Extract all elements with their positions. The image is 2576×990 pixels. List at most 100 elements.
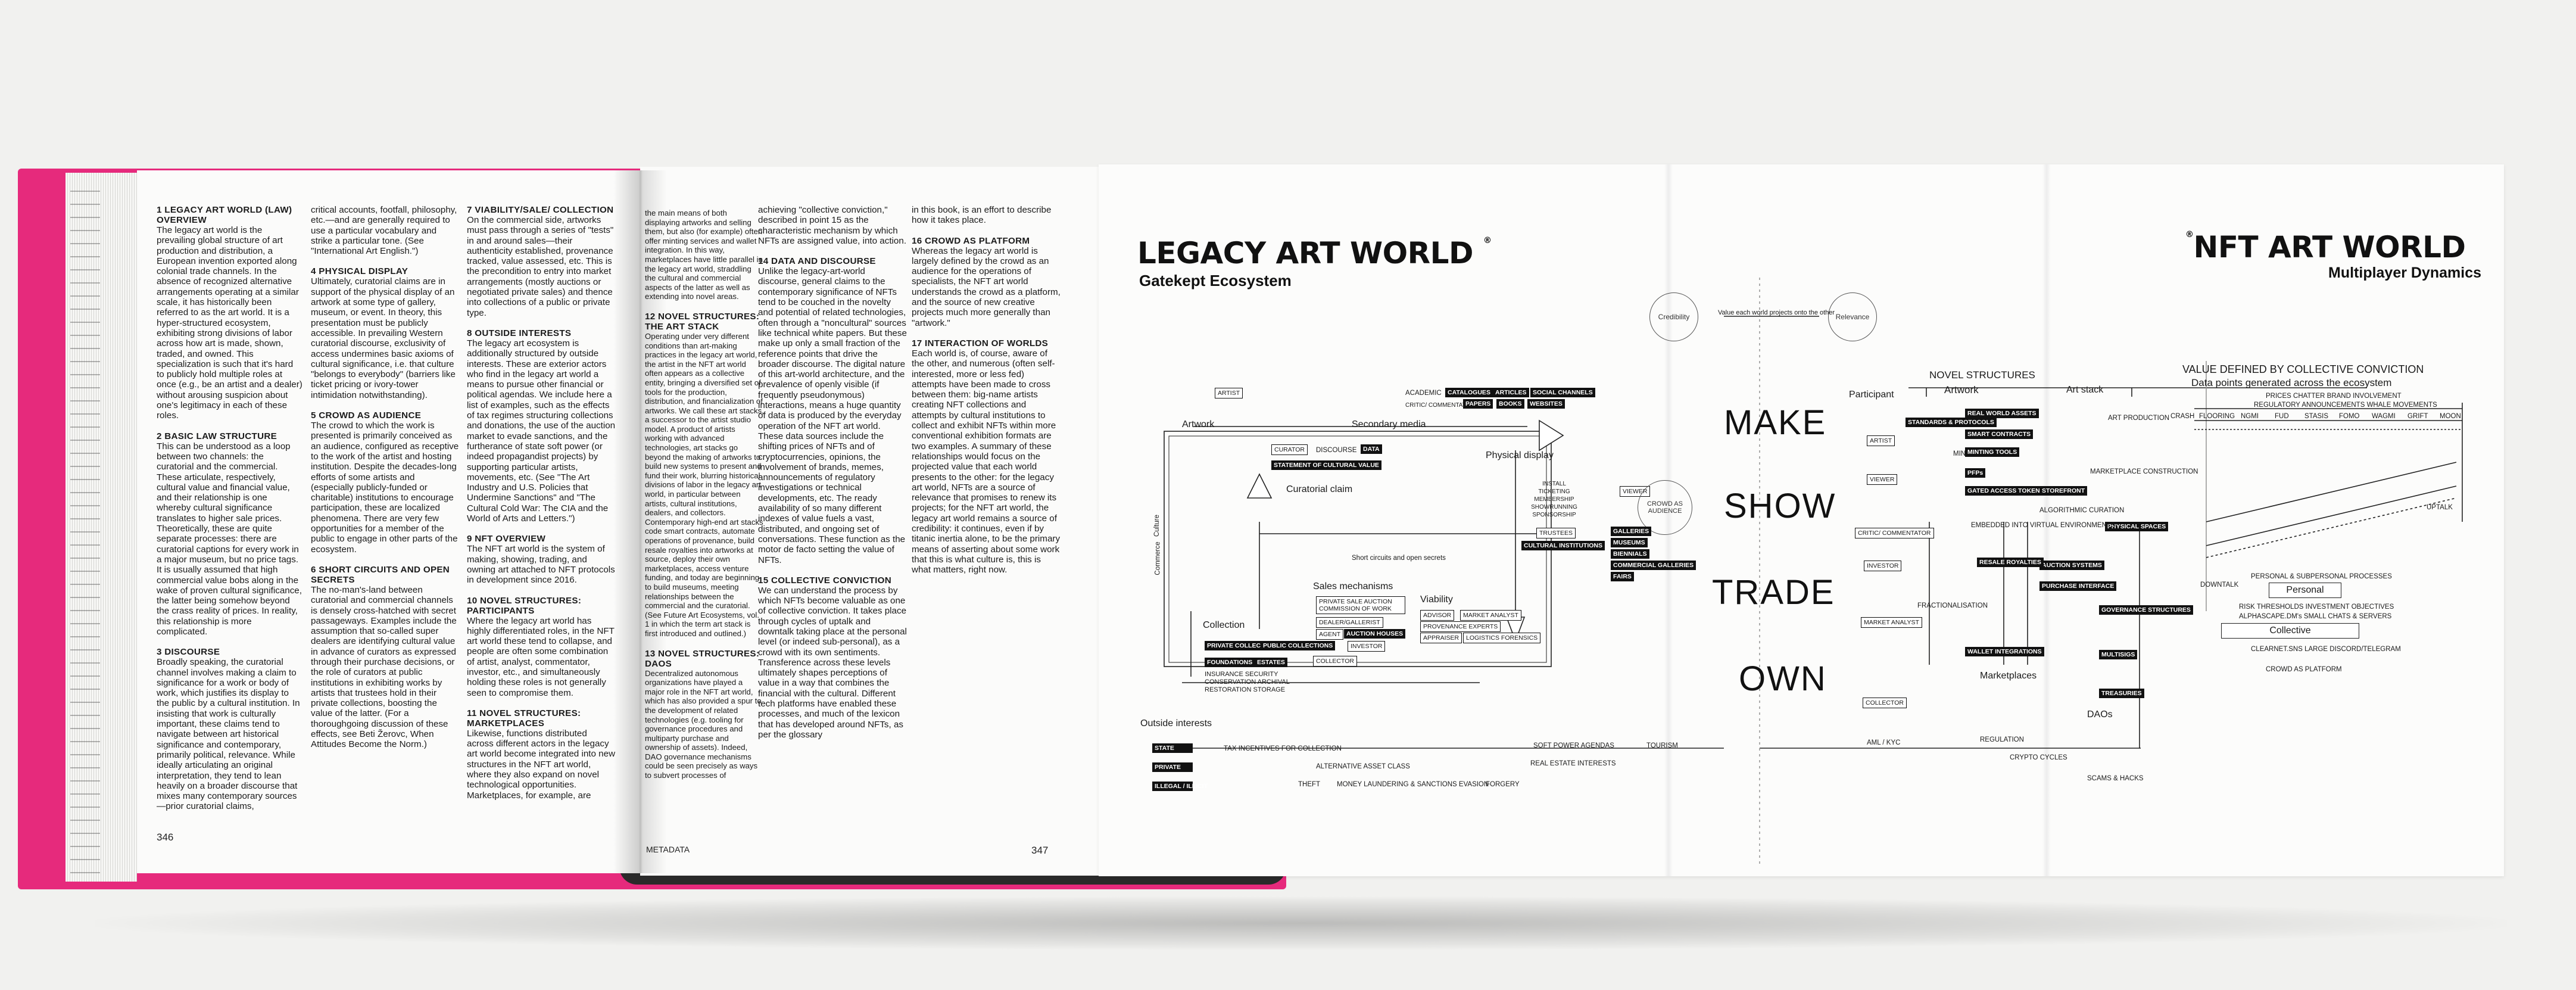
- marketplaces-label: Marketplaces: [1980, 671, 2037, 681]
- section-text: Likewise, functions distributed across d…: [467, 728, 616, 801]
- book-shadow: [95, 896, 2507, 950]
- p-artist: ARTIST: [1867, 435, 1895, 446]
- section-text: Ultimately, curatorial claims are in sup…: [311, 276, 456, 400]
- section-text: in this book, is an effort to describe h…: [912, 205, 1052, 226]
- section-text: Whereas the legacy art world is largely …: [912, 245, 1061, 328]
- uptalk-label: UPTALK: [2427, 504, 2453, 511]
- stack-embedded: EMBEDDED INTO VIRTUAL ENVIRONMENTS: [1971, 522, 2116, 529]
- section-text: Broadly speaking, the curatorial channel…: [157, 657, 300, 812]
- legacy-title: LEGACY ART WORLD ®: [1137, 236, 1492, 270]
- section-heading: 13 NOVEL STRUCTURES: DAOs: [645, 648, 760, 669]
- section-paragraph: 5 CROWD AS AUDIENCE The crowd to which th…: [311, 410, 460, 555]
- outside-laundering: MONEY LAUNDERING & SANCTIONS EVASION: [1337, 781, 1489, 788]
- middle-page: 7 VIABILITY/SALE/ COLLECTION On the comme…: [467, 167, 1099, 876]
- mid-column-4: in this book, is an effort to describe h…: [912, 205, 1061, 586]
- fractionalisation-label: FRACTIONALISATION: [1917, 602, 1988, 609]
- section-text: Each world is, of course, aware of the o…: [912, 348, 1061, 575]
- section-paragraph: 6 SHORT CIRCUITS AND OPEN SECRETS The no-…: [311, 565, 460, 750]
- value-projection-label: Value each world projects onto the other: [1718, 309, 1835, 316]
- dp-row1: PRICES CHATTER BRAND INVOLVEMENT: [2266, 393, 2402, 400]
- section-paragraph: 10 NOVEL STRUCTURES: PARTICIPANTS Where t…: [467, 596, 616, 698]
- outside-crypto: CRYPTO CYCLES: [2010, 754, 2067, 761]
- relevance-circle: Relevance: [1828, 292, 1877, 341]
- stack-wallet: WALLET INTEGRATIONS: [1965, 647, 2044, 656]
- dealer-box: DEALER/GALLERIST: [1316, 617, 1383, 628]
- coll-estates: ESTATES: [1255, 658, 1287, 667]
- secondary-media-label: Secondary media: [1352, 419, 1426, 429]
- section-heading: 7 VIABILITY/SALE/ COLLECTION: [467, 205, 614, 215]
- datapoints-label: Data points generated across the ecosyst…: [2191, 377, 2392, 388]
- page-edges: [66, 173, 137, 882]
- commerce-label: Commerce: [1154, 541, 1162, 575]
- crowd-platform-label: CROWD AS PLATFORM: [2266, 666, 2342, 673]
- section-text: Decentralized autonomous organizations h…: [645, 668, 762, 780]
- section-text: achieving "collective conviction," descr…: [758, 205, 907, 246]
- dp-stasis: STASIS: [2304, 413, 2329, 420]
- dp-ngmi: NGMI: [2241, 413, 2259, 420]
- dp-moon: MOON: [2440, 413, 2461, 420]
- stack-art-production: ART PRODUCTION: [2108, 415, 2170, 422]
- stack-pfps: PFPs: [1965, 468, 1986, 478]
- investor-box: INVESTOR: [1348, 641, 1386, 652]
- section-text: Where the legacy art world has highly di…: [467, 615, 615, 698]
- outside-soft-power: SOFT POWER AGENDAS: [1533, 742, 1614, 749]
- section-paragraph: 8 OUTSIDE INTERESTS The legacy art ecosys…: [467, 328, 616, 524]
- alpha-label: ALPHASCAPE.DM's SMALL CHATS & SERVERS: [2239, 613, 2392, 620]
- section-heading: 2 BASIC LAW STRUCTURE: [157, 431, 277, 441]
- downtalk-label: DOWNTALK: [2200, 581, 2239, 589]
- stack-royalties: RESALE ROYALTIES: [1977, 558, 2044, 567]
- culture-label: Culture: [1153, 514, 1161, 537]
- stack-marketplace-construction: MARKETPLACE CONSTRUCTION: [2090, 468, 2198, 475]
- mid-column-3: achieving "collective conviction," descr…: [758, 205, 907, 750]
- p-investor: INVESTOR: [1864, 561, 1902, 571]
- section-heading: 14 DATA AND DISCOURSE: [758, 256, 876, 267]
- outside-private: PRIVATE: [1152, 762, 1193, 772]
- outside-interests-label: Outside interests: [1140, 718, 1212, 729]
- personal-box: Personal: [2269, 583, 2341, 598]
- venue-biennials: BIENNIALS: [1611, 549, 1649, 559]
- value-header: VALUE DEFINED BY COLLECTIVE CONVICTION: [2182, 363, 2424, 375]
- p-viewer: VIEWER: [1867, 474, 1898, 485]
- section-heading: 9 NFT OVERVIEW: [467, 534, 546, 544]
- section-paragraph: 13 NOVEL STRUCTURES: DAOsDecentralized a…: [645, 649, 764, 780]
- artist-box: ARTIST: [1215, 388, 1243, 399]
- personal-processes-label: PERSONAL & SUBPERSONAL PROCESSES: [2251, 573, 2392, 580]
- dp-flooring: FLOORING: [2199, 413, 2235, 420]
- section-heading: 11 NOVEL STRUCTURES: MARKETPLACES: [467, 708, 581, 729]
- p-critic: CRITIC/ COMMENTATOR: [1855, 528, 1934, 538]
- stack-smart: SMART CONTRACTS: [1965, 429, 2034, 439]
- auction-houses-tag: AUCTION HOUSES: [1344, 629, 1406, 639]
- book-gutter: [613, 170, 667, 873]
- section-text: We can understand the process by which N…: [758, 585, 907, 740]
- section-paragraph: 17 INTERACTION OF WORLDS Each world is, o…: [912, 338, 1061, 575]
- section-text: This can be understood as a loop between…: [157, 441, 302, 637]
- risk-label: RISK THRESHOLDS INVESTMENT OBJECTIVES: [2239, 603, 2394, 611]
- section-paragraph: 15 COLLECTIVE CONVICTION We can understan…: [758, 575, 907, 740]
- section-heading: 17 INTERACTION OF WORLDS: [912, 338, 1049, 348]
- agent-box: AGENT: [1316, 629, 1344, 640]
- clearnet-label: CLEARNET.SNS LARGE DISCORD/TELEGRAM: [2251, 646, 2401, 653]
- novel-structures-label: NOVEL STRUCTURES: [1929, 369, 2035, 381]
- stack-algorithmic: ALGORITHMIC CURATION: [2039, 507, 2125, 514]
- word-make: MAKE: [1724, 403, 1827, 442]
- section-paragraph: the main means of both displaying artwor…: [645, 208, 764, 301]
- critic-label: CRITIC/ COMMENTATOR: [1405, 402, 1475, 409]
- collective-box: Collective: [2221, 623, 2359, 639]
- dp-crash: CRASH: [2170, 413, 2195, 420]
- page-number-right: 347: [1031, 845, 1049, 856]
- viability-label: Viability: [1420, 594, 1453, 605]
- outside-forgery: FORGERY: [1486, 781, 1520, 788]
- section-paragraph: 16 CROWD AS PLATFORM Whereas the legacy a…: [912, 236, 1061, 328]
- outside-state: STATE: [1152, 743, 1193, 753]
- section-paragraph: achieving "collective conviction," descr…: [758, 205, 907, 246]
- venue-commercial: COMMERCIAL GALLERIES: [1611, 561, 1696, 570]
- fold-line-2: [2042, 164, 2051, 876]
- tag-articles: ARTICLES: [1493, 388, 1529, 397]
- standards-tag: STANDARDS & PROTOCOLS: [1906, 418, 1997, 427]
- metadata-label: METADATA: [646, 845, 690, 854]
- section-text: The legacy art ecosystem is additionally…: [467, 338, 616, 524]
- section-paragraph: 11 NOVEL STRUCTURES: MARKETPLACES Likewis…: [467, 708, 616, 801]
- tag-catalogues: CATALOGUES: [1445, 388, 1493, 397]
- stack-purchase: PURCHASE INTERFACE: [2039, 581, 2117, 591]
- artwork-label: Artwork: [1182, 419, 1215, 429]
